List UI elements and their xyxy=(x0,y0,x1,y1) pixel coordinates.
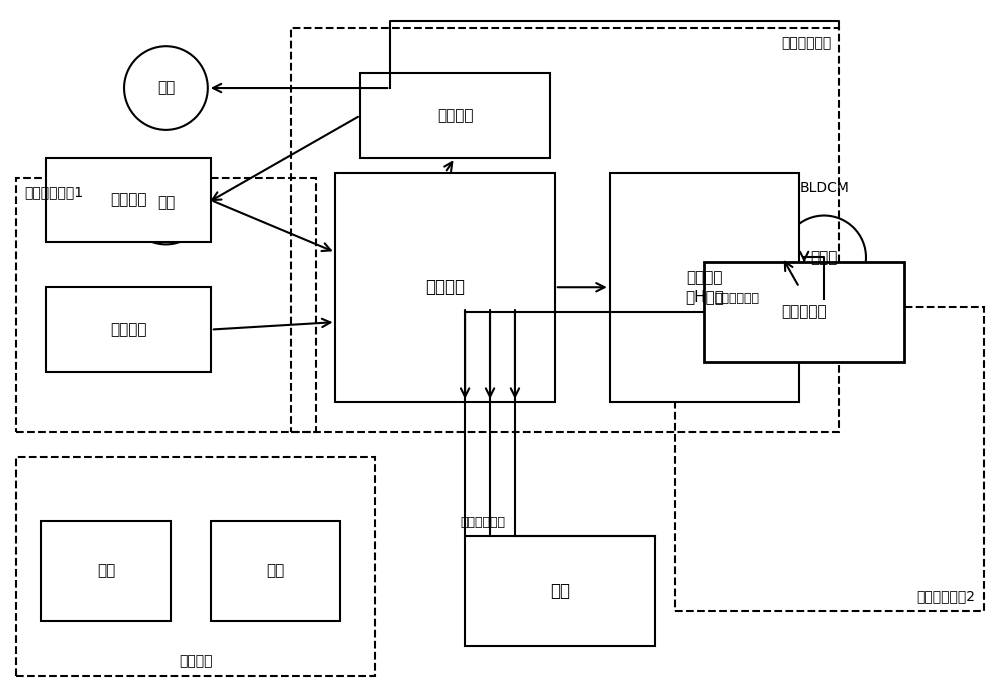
Text: 电源电压检测: 电源电压检测 xyxy=(460,516,505,529)
Bar xyxy=(335,173,555,401)
Bar xyxy=(16,178,316,431)
Bar xyxy=(211,521,340,621)
Bar xyxy=(46,158,211,243)
Bar xyxy=(291,29,839,431)
Bar xyxy=(610,173,799,401)
Bar xyxy=(704,262,904,362)
Bar xyxy=(16,457,375,675)
Bar xyxy=(465,536,655,646)
Text: 信号检测模块2: 信号检测模块2 xyxy=(917,589,976,603)
Text: 驱动轮: 驱动轮 xyxy=(810,250,838,265)
Text: 边刷: 边刷 xyxy=(157,81,175,95)
Text: 防撞接触: 防撞接触 xyxy=(110,322,147,337)
Text: 红外接收: 红外接收 xyxy=(110,192,147,208)
Text: 驱动电路: 驱动电路 xyxy=(437,108,473,123)
Text: 主控模块: 主控模块 xyxy=(425,278,465,296)
Text: 信号检测模块1: 信号检测模块1 xyxy=(24,185,83,199)
Text: 外围结构: 外围结构 xyxy=(179,654,213,668)
Text: 驱动控制模块: 驱动控制模块 xyxy=(781,36,831,50)
Text: 功率模块
（H桥）: 功率模块 （H桥） xyxy=(685,270,724,305)
Text: BLDCM: BLDCM xyxy=(799,181,849,194)
Text: 尘盒: 尘盒 xyxy=(97,564,115,579)
Text: 霍尔信号检测: 霍尔信号检测 xyxy=(714,292,759,305)
Bar xyxy=(46,287,211,372)
Text: 霍尔传感器: 霍尔传感器 xyxy=(781,305,827,320)
Text: 电源: 电源 xyxy=(550,582,570,600)
Text: 风机: 风机 xyxy=(157,195,175,210)
Text: 机身: 机身 xyxy=(267,564,285,579)
Bar xyxy=(360,73,550,158)
Bar xyxy=(675,307,984,611)
Bar xyxy=(41,521,171,621)
